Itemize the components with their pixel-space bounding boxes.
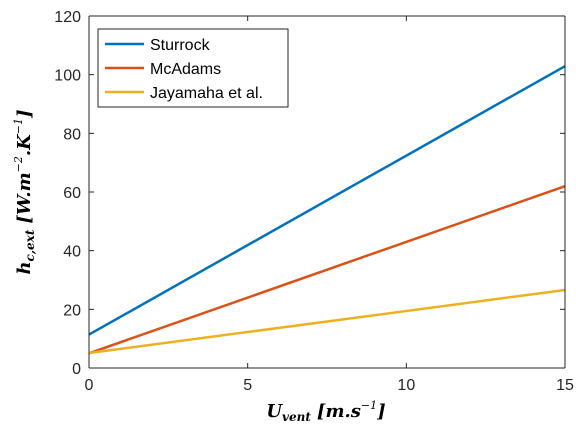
x-axis-subscript: vent	[282, 410, 311, 424]
x-axis-unit-text: [m.s	[317, 401, 361, 422]
series-line-jayamaha-et-al	[88, 288, 566, 355]
y-axis-unit-exp2: −1	[12, 118, 25, 134]
x-tick-label: 10	[397, 377, 415, 394]
y-axis-unit-exp: −2	[12, 156, 25, 172]
y-tick-label: 20	[63, 302, 81, 319]
y-axis-unit-mid: .K	[14, 133, 35, 156]
y-tick-label: 120	[54, 9, 81, 26]
y-tick-label: 100	[54, 68, 81, 85]
legend-label: Jayamaha et al.	[150, 85, 263, 102]
legend: Sturrock McAdams Jayamaha et al.	[97, 28, 289, 108]
x-axis-unit-exp: −1	[361, 399, 377, 412]
series-line-sturrock	[88, 65, 566, 336]
series-layer	[88, 65, 566, 355]
x-tick-label: 15	[556, 377, 574, 394]
y-axis-subscript: c,ext	[23, 229, 37, 261]
y-axis-unit-text: [W.m	[14, 172, 35, 223]
y-axis-label: hc,ext [W.m−2.K−1]	[12, 109, 37, 274]
x-axis-unit-close: ]	[376, 401, 386, 422]
series-line-mcadams	[88, 184, 566, 355]
x-tick-label: 0	[85, 377, 94, 394]
y-tick-label: 80	[63, 126, 81, 143]
y-axis-unit-close: ]	[14, 109, 35, 119]
axes-layer: 0 5 10 15 0 20 40 60 80 100 120	[54, 9, 574, 394]
x-axis-symbol: U	[266, 401, 283, 422]
x-tick-label: 5	[243, 377, 252, 394]
legend-label: Sturrock	[150, 37, 211, 54]
y-tick-label: 60	[63, 185, 81, 202]
y-axis-symbol: h	[14, 261, 35, 274]
legend-label: McAdams	[150, 61, 221, 78]
x-axis-label: Uvent [m.s−1]	[266, 399, 385, 424]
y-tick-label: 0	[72, 361, 81, 378]
y-tick-label: 40	[63, 244, 81, 261]
